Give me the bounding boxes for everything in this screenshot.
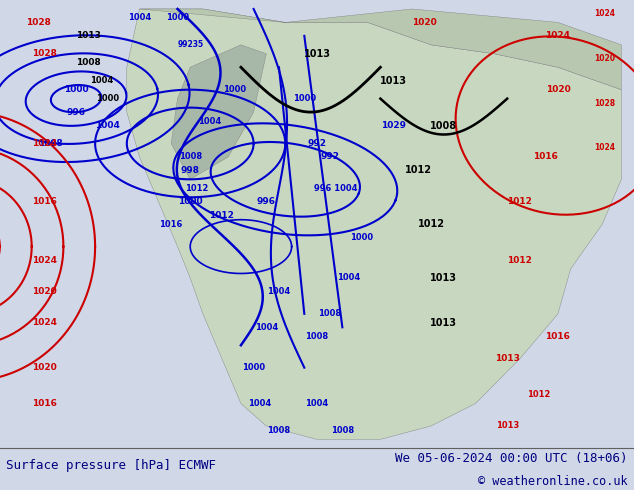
Text: 992: 992 [320,152,339,161]
Text: 1012: 1012 [405,165,432,175]
Text: 1020: 1020 [32,363,57,372]
Text: 1024: 1024 [594,9,615,18]
Text: 1028: 1028 [594,98,615,108]
Text: 1008: 1008 [318,309,341,318]
Text: © weatheronline.co.uk: © weatheronline.co.uk [478,475,628,488]
Text: 1000: 1000 [242,363,265,372]
Text: 1000: 1000 [293,94,316,103]
Text: 1008: 1008 [268,426,290,435]
Text: 1000: 1000 [96,94,119,103]
Text: 1004: 1004 [255,323,278,332]
Text: 1013: 1013 [76,31,101,40]
Text: 1016: 1016 [533,152,558,161]
Text: 1000: 1000 [223,85,246,94]
Text: 1029: 1029 [380,121,406,130]
Text: 1008: 1008 [38,139,63,148]
Text: 1020: 1020 [545,85,571,94]
Text: 1004: 1004 [337,273,360,282]
Text: 992: 992 [307,139,327,148]
Text: 1020: 1020 [32,287,57,296]
Text: 1004: 1004 [95,121,120,130]
Text: 1013: 1013 [430,318,457,328]
Text: 998: 998 [181,166,200,175]
Text: 1013: 1013 [380,75,406,86]
Text: 1024: 1024 [32,256,57,265]
Text: 1012: 1012 [527,390,550,399]
Text: 1016: 1016 [160,220,183,229]
Text: 1016: 1016 [32,399,57,408]
Text: 1008: 1008 [430,121,457,130]
Text: 1013: 1013 [304,49,330,59]
Text: 1012: 1012 [418,219,444,229]
Text: 1016: 1016 [545,332,571,341]
Text: 1028: 1028 [25,18,51,27]
Text: 1000: 1000 [178,197,202,206]
Text: 1000: 1000 [64,85,88,94]
Text: 996 1004: 996 1004 [314,184,358,193]
Text: 1012: 1012 [185,184,208,193]
Text: 996: 996 [257,197,276,206]
Text: 1004: 1004 [249,399,271,408]
Text: 1020: 1020 [412,18,437,27]
Text: 1028: 1028 [32,49,57,58]
Polygon shape [171,45,266,179]
Text: 1016: 1016 [32,197,57,206]
Text: 996: 996 [67,108,86,117]
Text: 1013: 1013 [495,354,520,363]
Text: 1008: 1008 [306,332,328,341]
Text: 1012: 1012 [507,197,533,206]
Text: 1024: 1024 [545,31,571,40]
Text: 1020: 1020 [594,54,615,63]
Text: 1004: 1004 [128,13,151,23]
Text: Surface pressure [hPa] ECMWF: Surface pressure [hPa] ECMWF [6,459,216,471]
Text: 1004: 1004 [90,76,113,85]
Text: 1013: 1013 [496,421,519,430]
Text: We 05-06-2024 00:00 UTC (18+06): We 05-06-2024 00:00 UTC (18+06) [395,452,628,466]
Text: 1004: 1004 [198,117,221,125]
Text: 1024: 1024 [594,144,615,152]
Text: 1013: 1013 [430,273,457,283]
Text: 1004: 1004 [268,287,290,296]
Text: 1004: 1004 [306,399,328,408]
Polygon shape [139,9,621,90]
Text: 99235: 99235 [177,40,204,49]
Text: 1008: 1008 [76,58,101,67]
Text: 1024: 1024 [32,318,57,327]
Text: 1012: 1012 [209,211,235,220]
Text: 1000: 1000 [166,13,189,23]
Text: 1000: 1000 [350,233,373,242]
Polygon shape [127,9,621,440]
Text: 1012: 1012 [507,256,533,265]
Text: 1008: 1008 [331,426,354,435]
Text: 1008: 1008 [179,152,202,161]
Text: 1024: 1024 [32,139,57,148]
